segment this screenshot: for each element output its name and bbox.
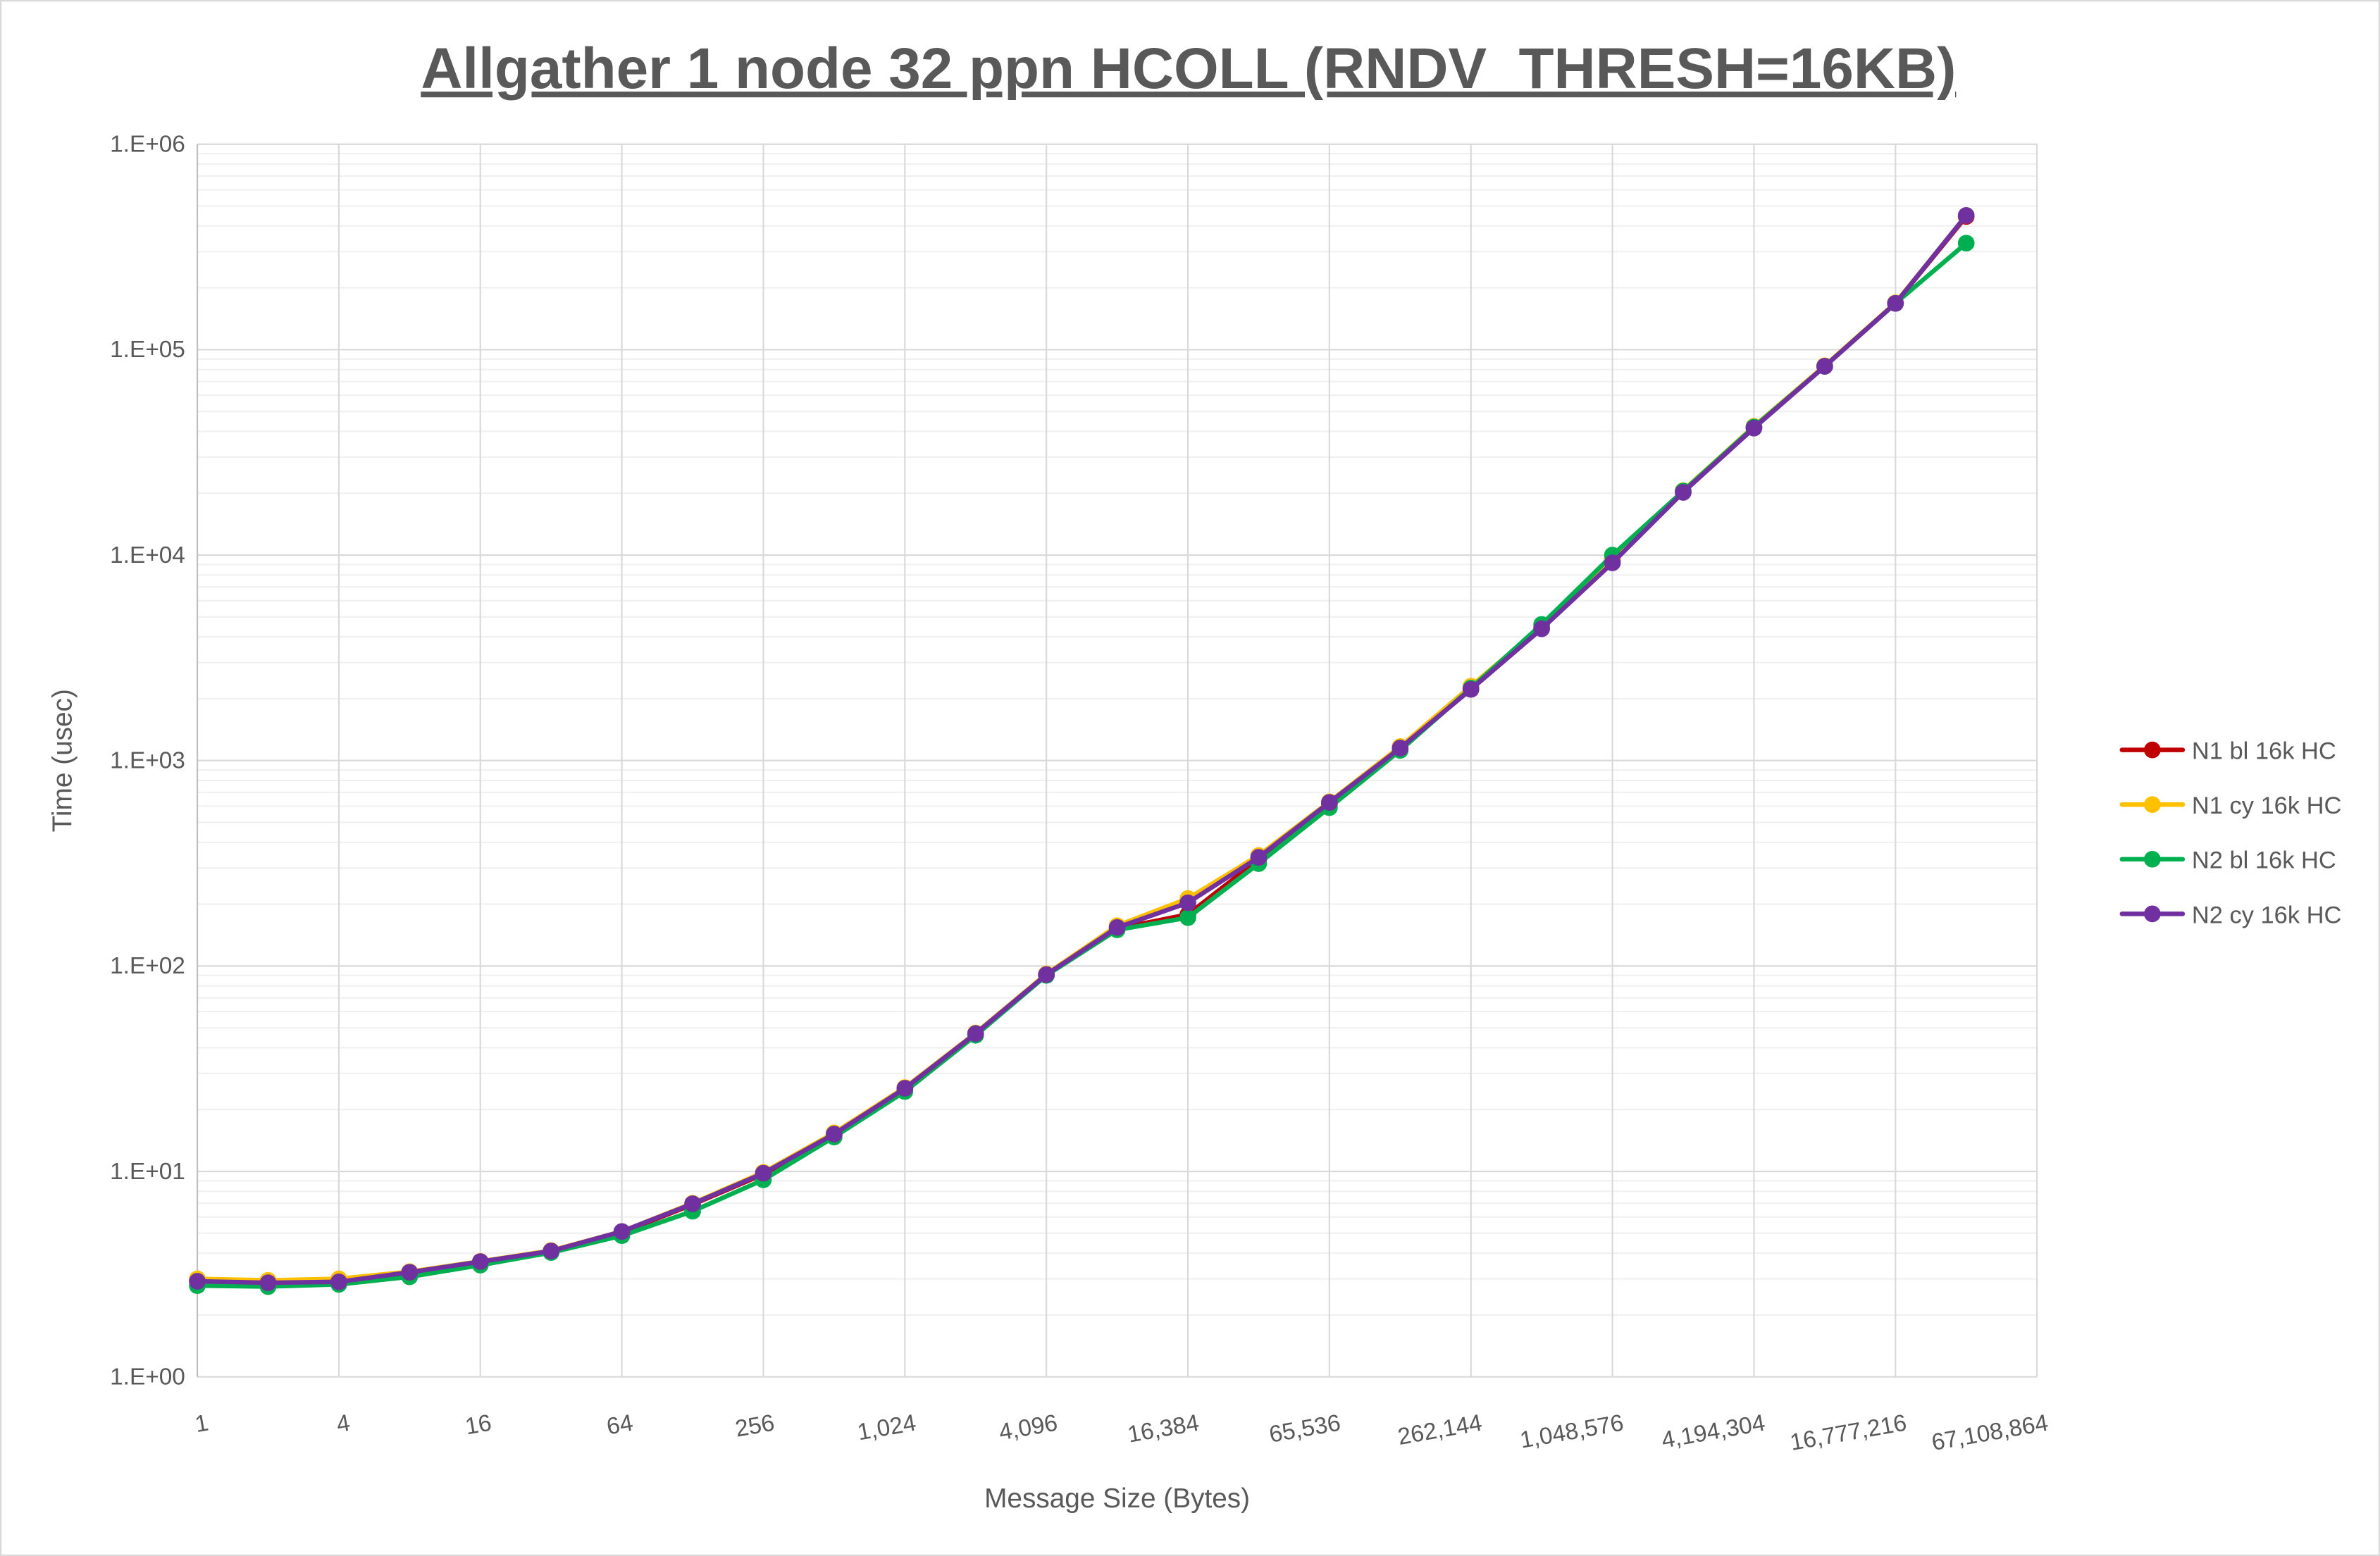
data-point [1179, 894, 1196, 911]
legend-entry: N1 bl 16k HC [2119, 738, 2336, 765]
data-point [1533, 620, 1550, 637]
data-point [1887, 294, 1904, 312]
data-point [1816, 358, 1833, 375]
legend-entry: N2 bl 16k HC [2119, 847, 2336, 874]
x-tick-label: 64 [605, 1410, 635, 1440]
legend-marker [2144, 796, 2161, 814]
data-point [330, 1273, 347, 1290]
legend-entry: N2 cy 16k HC [2119, 902, 2342, 928]
data-point [1604, 554, 1621, 571]
data-point [401, 1264, 419, 1281]
legend-label: N2 bl 16k HC [2192, 847, 2336, 874]
legend-label: N1 cy 16k HC [2192, 792, 2342, 819]
y-tick-label: 1.E+04 [110, 542, 185, 568]
data-point [1250, 849, 1268, 866]
data-point [684, 1195, 701, 1212]
series-n2-cy-16k-hc [189, 207, 1975, 1292]
data-point [826, 1126, 843, 1143]
data-point [189, 1273, 206, 1290]
legend-label: N1 bl 16k HC [2192, 738, 2336, 765]
y-tick-label: 1.E+02 [110, 953, 185, 979]
data-point [755, 1164, 772, 1182]
data-point [967, 1025, 984, 1042]
data-point [1957, 207, 1975, 224]
data-point [613, 1223, 631, 1240]
data-point [1957, 235, 1975, 252]
y-tick-label: 1.E+00 [110, 1364, 185, 1390]
legend-marker [2144, 741, 2161, 759]
data-point [896, 1080, 914, 1097]
legend-marker [2144, 905, 2161, 923]
x-tick-label: 16 [463, 1410, 493, 1440]
data-point [1321, 794, 1338, 811]
data-point [471, 1253, 489, 1270]
grid [196, 143, 2038, 1378]
x-axis-label: Message Size (Bytes) [984, 1483, 1250, 1514]
y-axis-label: Time (usec) [47, 689, 78, 832]
data-point [543, 1243, 560, 1259]
series-group [189, 207, 1975, 1295]
legend-entry: N1 cy 16k HC [2119, 792, 2342, 819]
data-point [1675, 484, 1692, 501]
data-point [1038, 966, 1055, 983]
data-point [1179, 909, 1196, 926]
y-tick-label: 1.E+01 [110, 1159, 185, 1185]
legend: N1 bl 16k HC N1 cy 16k HC N2 bl 16k HC N2 c… [2119, 738, 2342, 928]
data-point [1745, 419, 1763, 437]
y-axis-ticks: 1.E+00 1.E+01 1.E+02 1.E+03 1.E+04 1.E+05 1.E+… [110, 132, 185, 1390]
legend-marker [2144, 850, 2161, 868]
series-line [197, 213, 1969, 1286]
y-tick-label: 1.E+06 [110, 132, 185, 158]
y-tick-label: 1.E+03 [110, 747, 185, 773]
chart-title: Allgather 1 node 32 ppn HCOLL (RNDV_THRE… [421, 37, 1956, 101]
legend-label: N2 cy 16k HC [2192, 902, 2342, 928]
data-point [1392, 740, 1409, 757]
data-point [1462, 680, 1480, 698]
y-tick-label: 1.E+05 [110, 337, 185, 363]
data-point [1108, 919, 1126, 936]
data-point [259, 1274, 277, 1292]
